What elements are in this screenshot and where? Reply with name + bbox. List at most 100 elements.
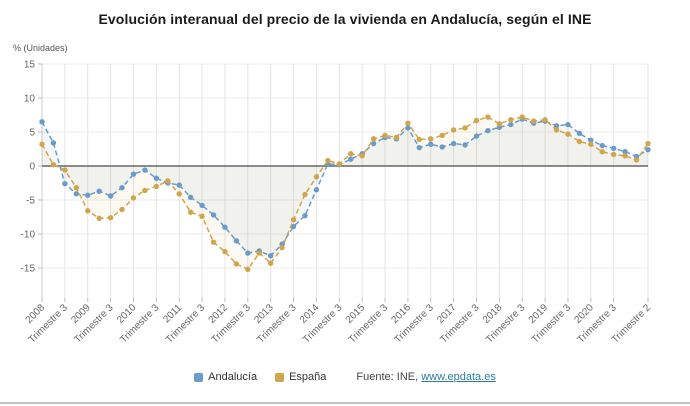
data-point-andalucía xyxy=(302,212,308,219)
data-point-andalucía xyxy=(73,191,80,197)
data-point-andalucía xyxy=(85,192,91,198)
data-point-españa xyxy=(588,141,594,147)
bottom-divider xyxy=(0,402,690,404)
source-link[interactable]: www.epdata.es xyxy=(421,371,496,383)
y-tick-label: -5 xyxy=(26,196,35,207)
data-point-españa xyxy=(496,121,503,127)
data-point-españa xyxy=(142,187,148,194)
data-point-españa xyxy=(62,167,68,173)
data-point-españa xyxy=(508,117,514,123)
data-point-andalucía xyxy=(450,140,457,147)
legend-swatch-andalucia xyxy=(194,372,204,382)
data-point-españa xyxy=(633,157,640,163)
data-point-españa xyxy=(210,239,217,245)
data-point-andalucía xyxy=(222,224,228,230)
data-point-andalucía xyxy=(508,121,514,128)
data-point-andalucía xyxy=(439,144,445,150)
data-point-españa xyxy=(565,131,571,137)
legend-item-espana[interactable]: España xyxy=(275,371,326,383)
data-point-andalucía xyxy=(473,133,480,139)
data-point-españa xyxy=(348,151,354,157)
data-point-españa xyxy=(199,213,205,220)
data-point-andalucía xyxy=(610,145,617,152)
legend-item-andalucia[interactable]: Andalucía xyxy=(194,371,257,383)
data-point-españa xyxy=(130,195,137,201)
y-tick-label: 15 xyxy=(24,60,36,71)
data-point-andalucía xyxy=(142,167,148,173)
data-point-españa xyxy=(519,114,525,120)
data-point-andalucía xyxy=(428,141,434,147)
data-point-andalucía xyxy=(50,140,57,146)
y-tick-label: 5 xyxy=(29,128,35,139)
data-point-españa xyxy=(313,174,320,180)
data-point-españa xyxy=(96,215,102,222)
data-point-españa xyxy=(553,127,560,133)
series-line-españa xyxy=(41,116,649,271)
page-title: Evolución interanual del precio de la vi… xyxy=(98,11,592,27)
data-point-andalucía xyxy=(588,137,594,143)
data-point-españa xyxy=(599,149,605,155)
data-point-andalucía xyxy=(645,146,651,153)
data-point-españa xyxy=(39,141,45,147)
data-point-españa xyxy=(187,209,194,215)
y-tick-label: 0 xyxy=(29,162,35,173)
data-point-españa xyxy=(382,132,388,139)
data-point-andalucía xyxy=(370,140,377,147)
data-point-andalucía xyxy=(290,223,297,230)
data-point-andalucía xyxy=(267,253,274,259)
data-point-españa xyxy=(325,157,331,164)
data-point-andalucía xyxy=(119,185,125,191)
data-point-españa xyxy=(279,244,285,251)
data-point-españa xyxy=(485,114,491,120)
data-point-españa xyxy=(428,136,434,142)
data-point-andalucía xyxy=(576,130,583,137)
data-point-españa xyxy=(622,153,628,159)
data-point-andalucía xyxy=(313,187,320,193)
data-point-españa xyxy=(256,250,262,256)
data-point-andalucía xyxy=(565,121,571,128)
data-point-andalucía xyxy=(416,144,423,151)
data-point-españa xyxy=(393,134,400,141)
data-point-españa xyxy=(439,132,445,139)
data-point-españa xyxy=(153,183,160,190)
data-point-españa xyxy=(576,138,583,145)
data-point-españa xyxy=(107,214,114,221)
legend-label-andalucia: Andalucía xyxy=(208,371,258,383)
data-point-españa xyxy=(542,117,548,123)
data-point-andalucía xyxy=(462,142,468,148)
data-point-andalucía xyxy=(245,250,251,256)
data-point-españa xyxy=(405,120,411,126)
data-point-andalucía xyxy=(96,188,102,194)
data-point-andalucía xyxy=(210,212,217,218)
data-point-españa xyxy=(416,136,423,143)
data-point-andalucía xyxy=(233,238,240,244)
data-point-andalucía xyxy=(553,123,560,129)
data-point-andalucía xyxy=(130,171,137,177)
data-point-andalucía xyxy=(599,142,605,149)
chart-footer: Andalucía España Fuente: INE, www.epdata… xyxy=(0,371,690,383)
data-point-españa xyxy=(290,217,297,223)
series-area-andalucía xyxy=(42,119,648,256)
legend: Andalucía España xyxy=(194,371,326,383)
source-note: Fuente: INE, www.epdata.es xyxy=(356,371,495,383)
data-point-españa xyxy=(610,151,617,158)
data-point-españa xyxy=(336,161,342,167)
data-point-españa xyxy=(302,191,308,198)
data-point-españa xyxy=(462,125,468,131)
data-point-españa xyxy=(530,118,537,124)
data-point-españa xyxy=(50,161,57,168)
data-point-andalucía xyxy=(176,182,182,188)
data-point-andalucía xyxy=(348,156,354,162)
series-area-españa xyxy=(42,117,648,270)
data-point-andalucía xyxy=(485,127,491,134)
data-point-españa xyxy=(359,153,365,159)
data-point-españa xyxy=(645,140,651,147)
data-point-españa xyxy=(233,261,240,267)
data-point-españa xyxy=(222,248,228,255)
data-point-andalucía xyxy=(187,194,194,200)
y-axis-unit-label: % (Unidades) xyxy=(13,43,68,53)
legend-swatch-espana xyxy=(275,372,285,382)
data-point-andalucía xyxy=(39,119,45,125)
